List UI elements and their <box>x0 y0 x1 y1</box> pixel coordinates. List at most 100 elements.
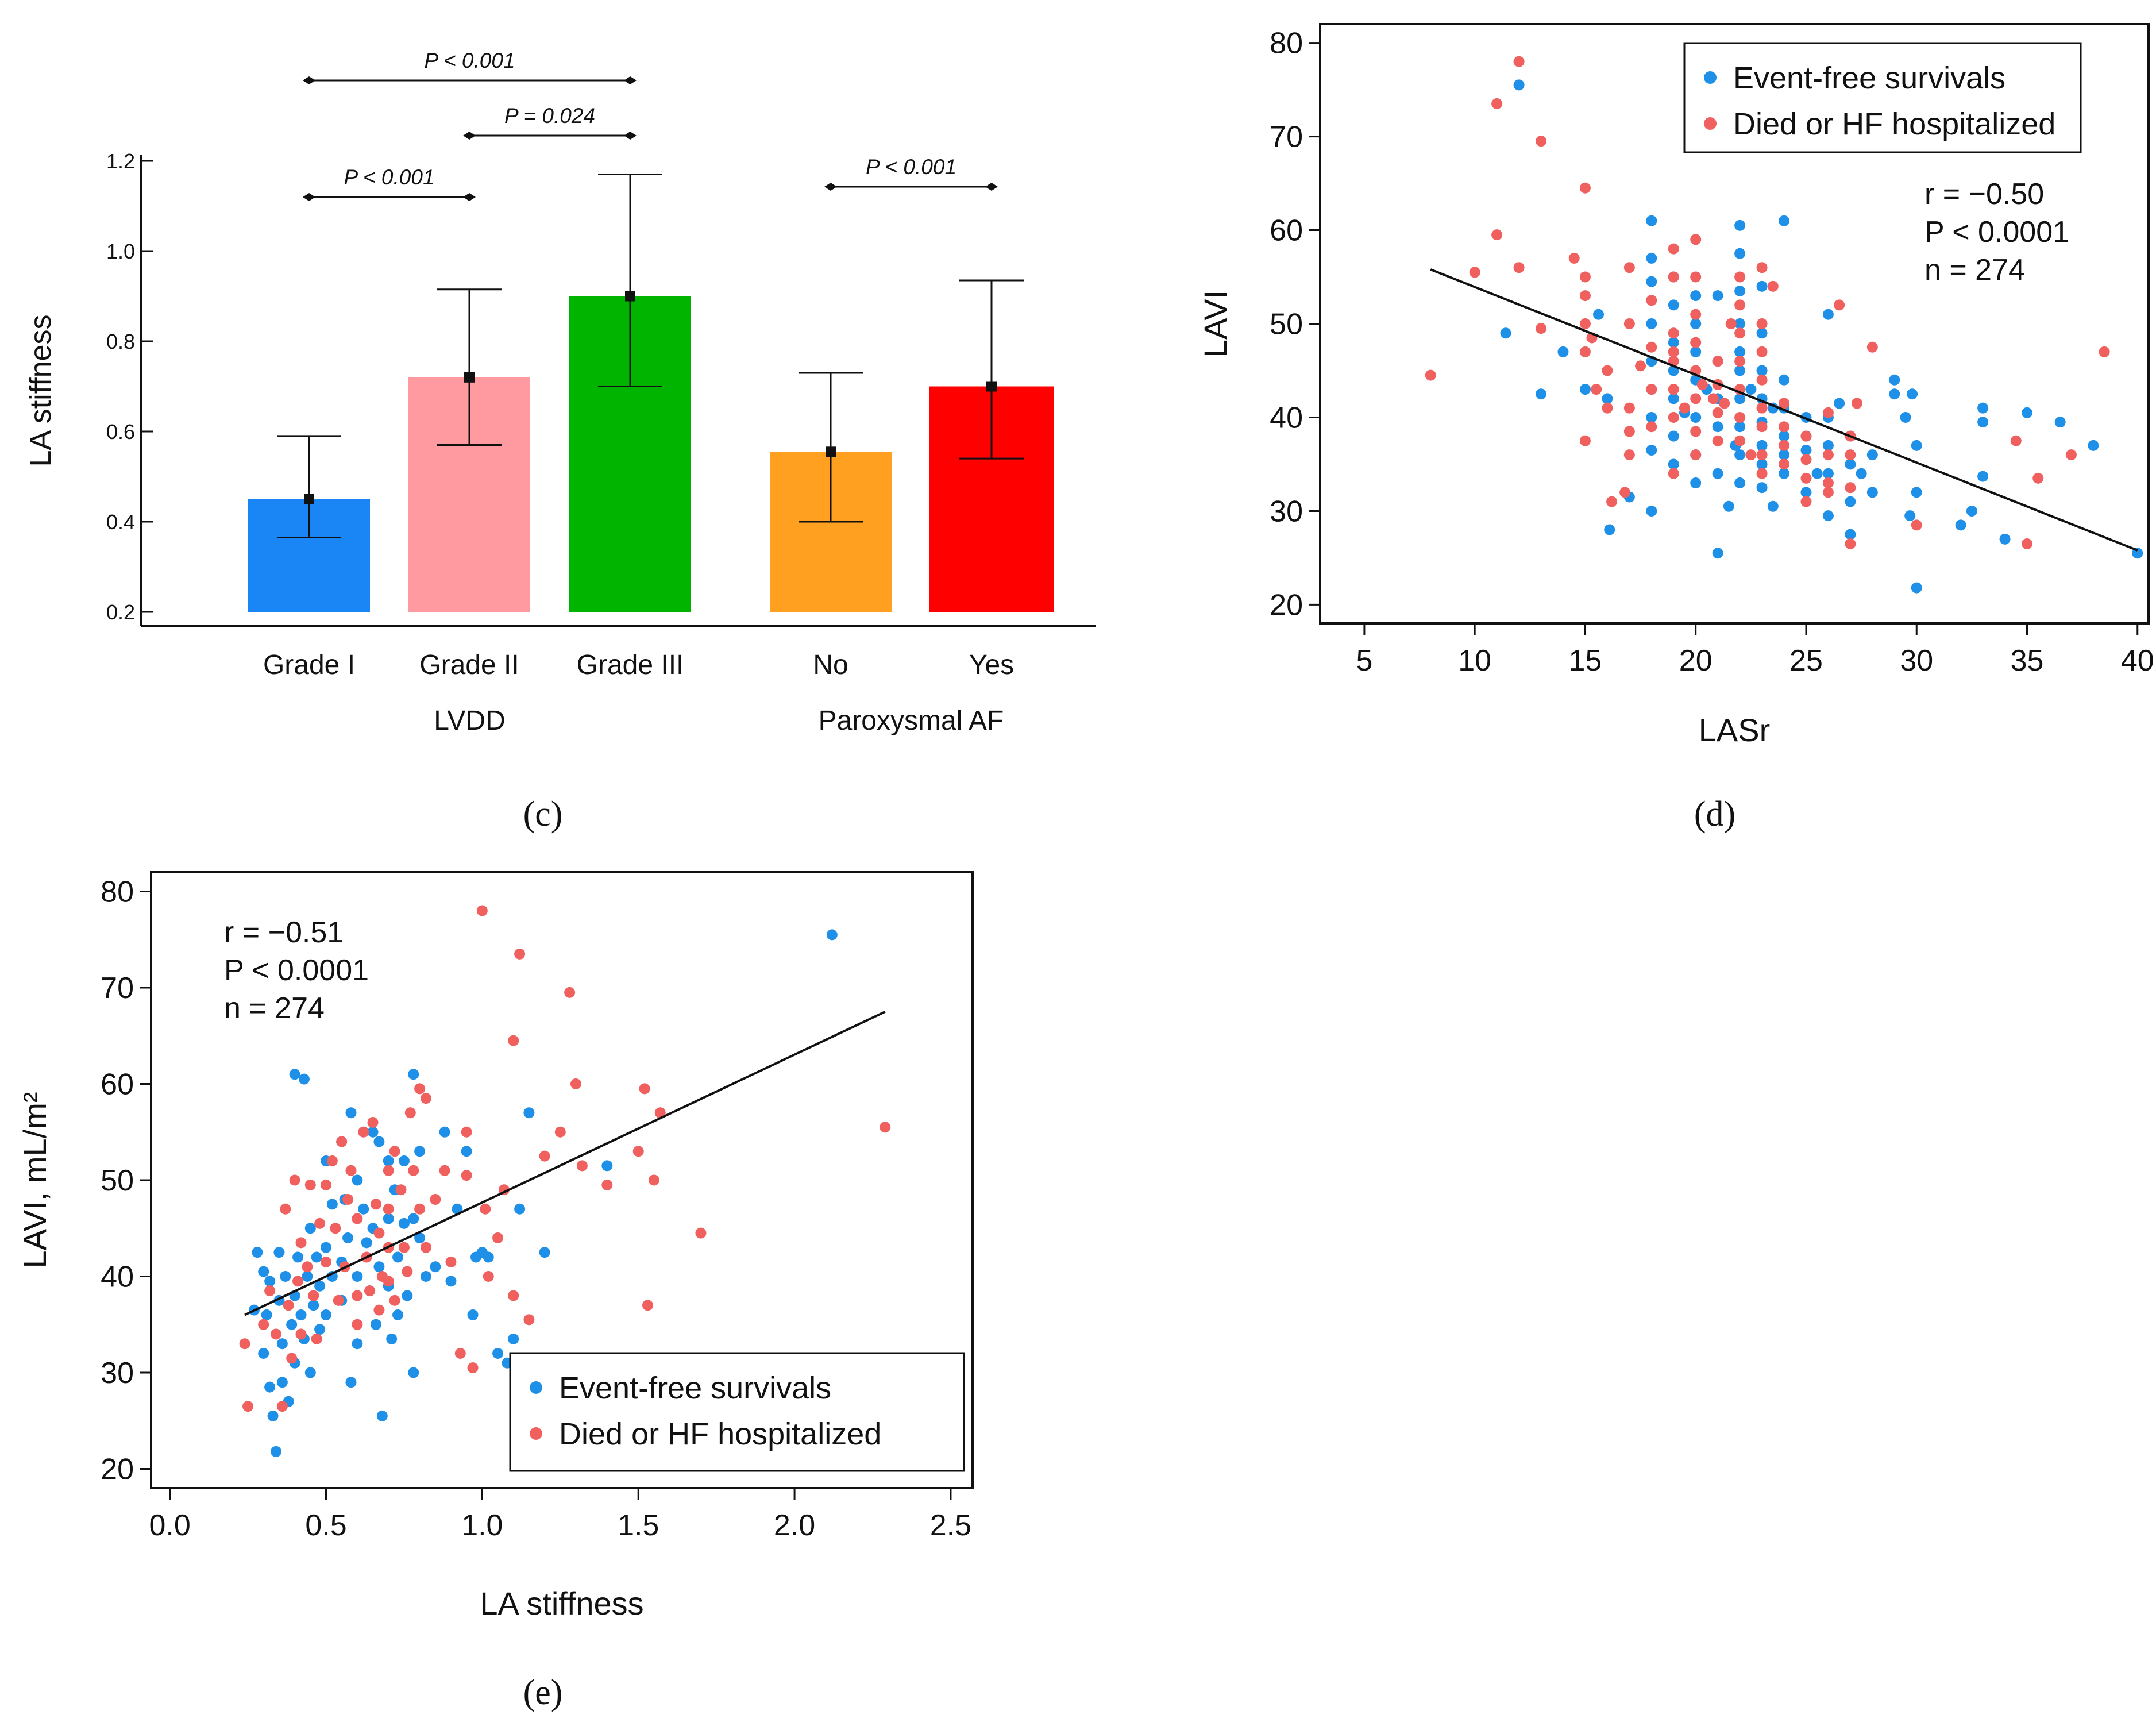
data-point-red <box>330 1223 341 1234</box>
data-point-red <box>304 1179 316 1190</box>
category-label: Grade III <box>577 650 684 680</box>
data-point-red <box>1668 327 1679 339</box>
data-point-blue <box>1907 388 1918 400</box>
data-point-red <box>480 1203 491 1215</box>
data-point-blue <box>295 1309 307 1320</box>
data-point-blue <box>304 1367 316 1378</box>
legend-entry: Event-free survivals <box>559 1371 831 1405</box>
data-point-red <box>292 1276 304 1287</box>
data-point-red <box>1690 309 1702 320</box>
data-point-red <box>314 1217 326 1229</box>
data-point-blue <box>280 1271 291 1282</box>
data-point-red <box>383 1165 394 1176</box>
bracket-end-marker <box>463 193 476 201</box>
data-point-blue <box>1889 388 1900 400</box>
y-tick-label: 1.0 <box>106 240 135 263</box>
x-tick-label: 35 <box>2011 644 2044 677</box>
legend-entry: Died or HF hospitalized <box>559 1417 881 1451</box>
mean-marker <box>826 446 836 457</box>
data-point-red <box>1719 398 1730 409</box>
data-point-red <box>270 1328 281 1340</box>
data-point-blue <box>1977 417 1989 428</box>
data-point-red <box>1623 318 1635 329</box>
data-point-red <box>320 1256 331 1267</box>
data-point-blue <box>1779 430 1790 442</box>
data-point-blue <box>1734 393 1746 404</box>
data-point-blue <box>320 1242 331 1253</box>
data-point-red <box>1696 379 1708 390</box>
data-point-blue <box>1779 468 1790 479</box>
data-point-red <box>1668 271 1679 283</box>
data-point-red <box>632 1146 644 1157</box>
data-point-red <box>576 1160 588 1172</box>
bracket-end-marker <box>824 183 837 191</box>
data-point-red <box>367 1117 379 1128</box>
data-point-red <box>326 1155 338 1166</box>
data-point-blue <box>345 1107 357 1119</box>
data-point-blue <box>1756 365 1768 376</box>
data-point-red <box>308 1290 319 1301</box>
data-point-blue <box>1834 398 1845 409</box>
data-point-red <box>1579 318 1591 329</box>
data-point-red <box>1646 341 1657 353</box>
data-point-red <box>408 1165 419 1176</box>
data-point-red <box>2010 435 2022 446</box>
data-point-red <box>1845 449 1856 461</box>
significance-label: P < 0.001 <box>344 165 434 189</box>
data-point-blue <box>261 1309 272 1320</box>
data-point-blue <box>392 1309 404 1320</box>
data-point-red <box>1734 411 1746 423</box>
data-point-red <box>239 1338 250 1350</box>
data-point-red <box>1469 267 1480 278</box>
data-point-blue <box>1690 477 1702 489</box>
data-point-blue <box>1579 384 1591 395</box>
data-point-red <box>1822 407 1834 418</box>
data-point-blue <box>252 1247 263 1258</box>
data-point-red <box>1725 318 1737 329</box>
data-point-red <box>1579 346 1591 357</box>
data-point-red <box>1822 477 1834 489</box>
data-point-red <box>402 1266 413 1277</box>
data-point-red <box>1822 449 1834 461</box>
data-point-red <box>342 1194 354 1205</box>
data-point-blue <box>826 929 838 941</box>
mean-marker <box>986 381 997 392</box>
data-point-blue <box>302 1271 313 1282</box>
data-point-blue <box>1723 500 1734 512</box>
data-point-blue <box>1756 327 1768 339</box>
data-point-blue <box>1712 468 1723 479</box>
data-point-red <box>420 1093 431 1104</box>
data-point-red <box>1646 384 1657 395</box>
data-point-red <box>2099 346 2110 357</box>
data-point-blue <box>345 1377 357 1388</box>
legend-box <box>509 1352 965 1472</box>
data-point-blue <box>398 1155 410 1166</box>
data-point-blue <box>1756 482 1768 494</box>
data-point-red <box>1845 538 1856 549</box>
x-tick-label: 2.5 <box>930 1509 971 1542</box>
data-point-red <box>1579 290 1591 302</box>
data-point-red <box>1845 482 1856 494</box>
y-tick-label: 60 <box>101 1068 134 1101</box>
data-point-blue <box>408 1069 419 1080</box>
data-point-red <box>476 905 488 916</box>
x-tick-label: 25 <box>1789 644 1823 677</box>
data-point-blue <box>1756 280 1768 292</box>
panel-c-bar-chart: 0.2 0.4 0.6 0.8 1.0 1.2 LA stiffness Grade I Gra… <box>24 49 1096 736</box>
data-point-blue <box>1646 215 1657 226</box>
data-point-red <box>1491 98 1503 110</box>
data-point-blue <box>1668 458 1679 470</box>
data-point-red <box>373 1227 385 1239</box>
data-point-red <box>461 1170 472 1181</box>
data-point-blue <box>298 1073 310 1085</box>
data-point-red <box>1668 346 1679 357</box>
data-point-red <box>554 1126 566 1138</box>
data-point-red <box>1536 323 1547 334</box>
bracket-end-marker <box>624 76 637 84</box>
x-tick-label: 1.0 <box>461 1509 503 1542</box>
data-point-red <box>414 1083 426 1095</box>
data-point-red <box>1734 356 1746 367</box>
regression-line <box>244 1011 886 1316</box>
data-point-red <box>358 1126 369 1138</box>
data-point-red <box>1756 374 1768 386</box>
